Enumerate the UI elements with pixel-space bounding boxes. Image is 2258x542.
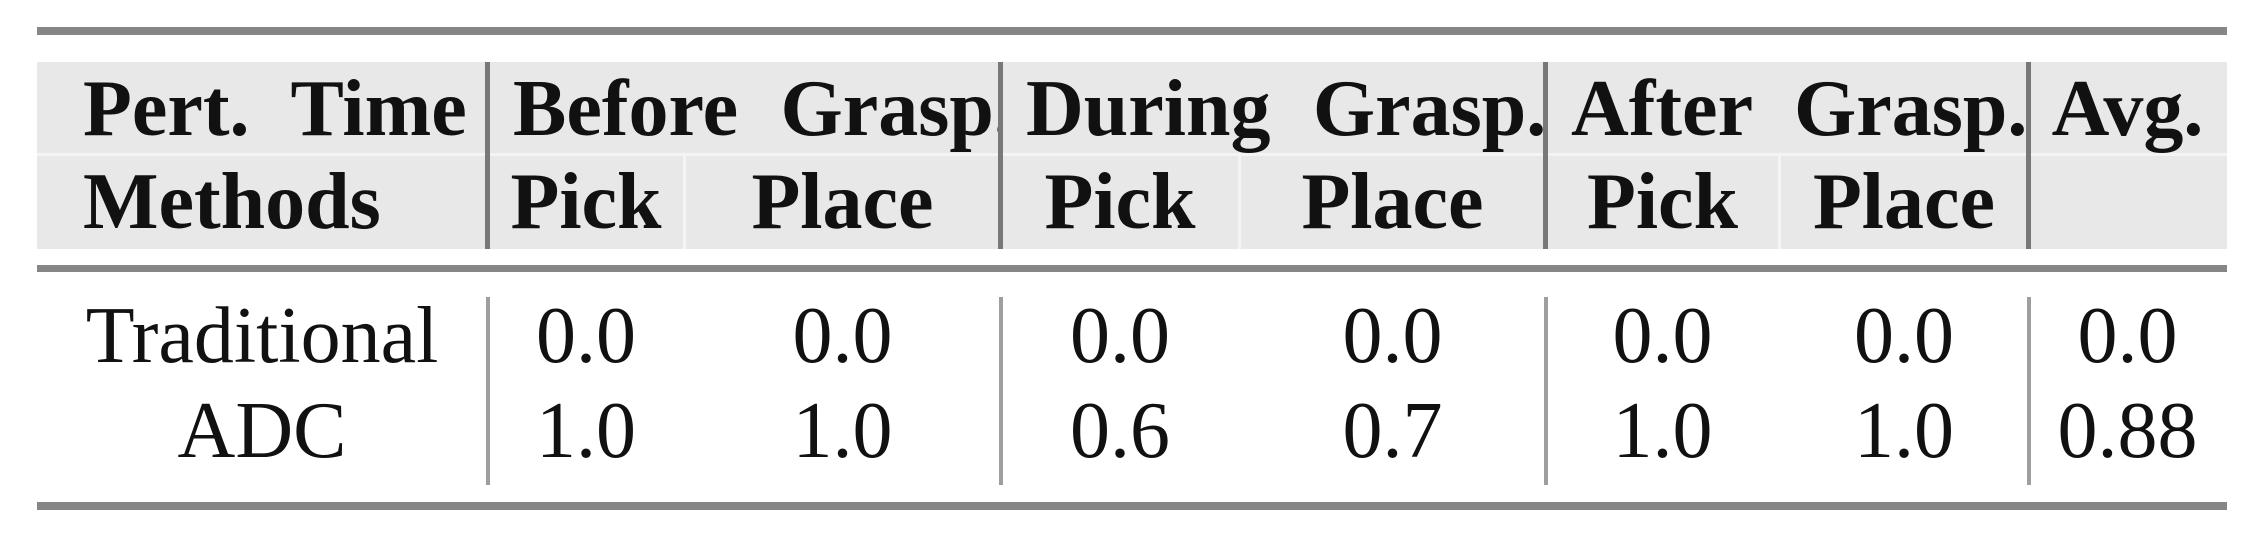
- row-adc-during-pick: 0.6: [1070, 386, 1170, 475]
- row-adc-during-place: 0.7: [1342, 386, 1443, 475]
- header-group-after-grasp: After Grasp.: [1571, 64, 2028, 153]
- row-adc-after-pick: 1.0: [1612, 386, 1713, 475]
- table-top-rule: [37, 27, 2227, 35]
- header-group-before-grasp: Before Grasp.: [513, 64, 1000, 153]
- header-cell-gap-during: [1238, 156, 1241, 249]
- header-pert-time: Pert. Time: [83, 64, 467, 153]
- table-mid-rule: [37, 265, 2227, 272]
- row-adc-avg: 0.88: [2057, 386, 2198, 475]
- row-traditional-after-place: 0.0: [1854, 291, 1954, 380]
- header-divider-methods-before: [485, 62, 490, 249]
- header-methods: Methods: [83, 158, 381, 246]
- row-traditional-avg: 0.0: [2077, 291, 2178, 380]
- table-bottom-rule: [37, 502, 2227, 510]
- body-divider-before-during: [999, 297, 1003, 485]
- row-traditional-after-pick: 0.0: [1612, 291, 1713, 380]
- header-after-place: Place: [1812, 158, 1996, 246]
- header-before-place: Place: [751, 158, 934, 246]
- row-adc-before-place: 1.0: [792, 386, 893, 475]
- header-avg: Avg.: [2051, 64, 2204, 153]
- row-traditional-before-place: 0.0: [792, 291, 893, 380]
- header-avg-spacer: [2028, 155, 2227, 249]
- body-divider-methods-before: [486, 297, 490, 485]
- row-traditional-method: Traditional: [85, 291, 439, 380]
- header-divider-during-after: [1543, 62, 1548, 249]
- header-divider-after-avg: [2026, 62, 2031, 249]
- table-header-grid: Pert. Time Before Grasp. During Grasp. A…: [37, 62, 2227, 249]
- header-before-pick: Pick: [510, 158, 662, 246]
- table-body: Traditional 0.0 0.0 0.0 0.0 0.0 0.0 0.0 …: [37, 288, 2227, 478]
- table-header: Pert. Time Before Grasp. During Grasp. A…: [37, 62, 2227, 249]
- row-traditional-before-pick: 0.0: [536, 291, 636, 380]
- header-cell-gap-after: [1778, 156, 1781, 249]
- header-during-pick: Pick: [1044, 158, 1196, 246]
- header-cell-gap-before: [683, 156, 686, 249]
- row-adc-after-place: 1.0: [1854, 386, 1954, 475]
- body-divider-during-after: [1544, 297, 1548, 485]
- body-divider-after-avg: [2027, 297, 2031, 485]
- header-divider-before-during: [998, 62, 1003, 249]
- header-after-pick: Pick: [1586, 158, 1739, 246]
- row-traditional-during-pick: 0.0: [1070, 291, 1170, 380]
- header-during-place: Place: [1301, 158, 1484, 246]
- header-row-gap-line: [37, 153, 2227, 156]
- row-adc-method: ADC: [177, 386, 347, 475]
- row-traditional-during-place: 0.0: [1342, 291, 1443, 380]
- header-group-during-grasp: During Grasp.: [1026, 64, 1545, 153]
- row-adc-before-pick: 1.0: [536, 386, 636, 475]
